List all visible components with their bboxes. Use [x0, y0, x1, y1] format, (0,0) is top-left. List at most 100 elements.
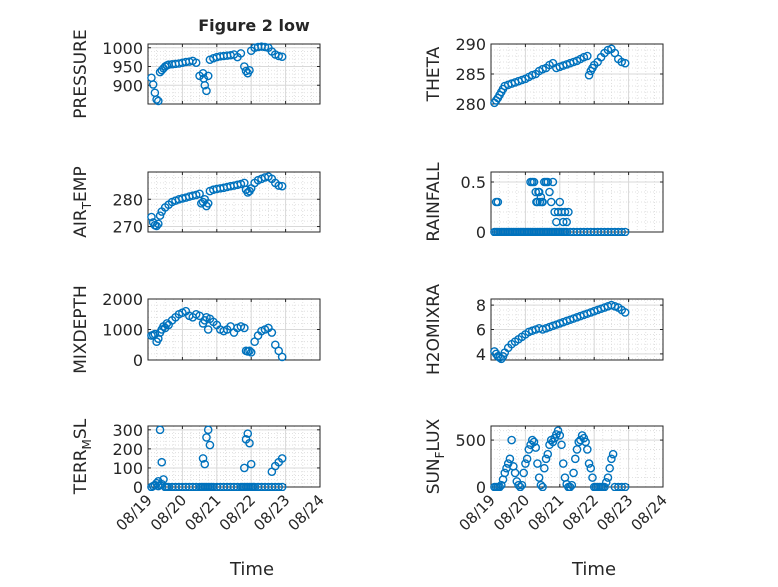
- x-tick-label: 08/22: [559, 491, 602, 534]
- y-tick-label: 290: [455, 35, 486, 54]
- data-point: [600, 482, 609, 491]
- data-point: [552, 217, 561, 227]
- y-tick-label: 6: [476, 321, 486, 340]
- data-point: [500, 468, 510, 478]
- y-tick-label: 285: [455, 65, 486, 84]
- data-point: [543, 177, 553, 187]
- data-point: [555, 431, 565, 440]
- data-point: [277, 352, 287, 362]
- x-tick-label: 08/21: [181, 491, 224, 534]
- data-point: [236, 49, 246, 58]
- data-point: [605, 463, 614, 473]
- y-axis-label: THETA: [424, 46, 444, 102]
- subplot-3: 270 280 AIRTEMP: [71, 166, 321, 238]
- data-point: [584, 459, 594, 468]
- data-point: [527, 435, 537, 445]
- x-tick-label: 08/23: [250, 491, 293, 534]
- data-point: [147, 212, 156, 222]
- x-tick-label: 08/21: [524, 491, 567, 534]
- data-point: [588, 473, 597, 482]
- data-point: [555, 197, 565, 207]
- data-series: [490, 426, 630, 491]
- data-point: [240, 323, 249, 333]
- data-point: [241, 66, 251, 76]
- data-point: [536, 480, 546, 490]
- data-point: [152, 95, 161, 104]
- y-axis-label: PRESSURE: [71, 29, 91, 118]
- data-point: [533, 459, 542, 468]
- subplot-6: 4 6 8 H2OMIXRA: [424, 284, 664, 375]
- data-point: [243, 429, 253, 438]
- data-point: [583, 51, 592, 61]
- y-tick-label: 1000: [102, 321, 143, 340]
- figure-title: Figure 2 low: [198, 16, 310, 35]
- data-point: [567, 480, 577, 490]
- data-point: [562, 217, 571, 227]
- data-point: [558, 217, 568, 227]
- data-point: [538, 482, 547, 491]
- data-point: [529, 437, 539, 447]
- data-point: [155, 425, 165, 435]
- data-point: [245, 438, 254, 448]
- data-point: [541, 454, 551, 464]
- y-tick-label: 0: [133, 351, 143, 370]
- data-point: [514, 480, 523, 490]
- y-tick-label: 8: [476, 296, 486, 315]
- y-tick-label: 4: [476, 345, 486, 364]
- y-axis-label: AIRTEMP: [71, 166, 94, 237]
- data-point: [203, 71, 213, 81]
- data-series: [490, 177, 630, 236]
- subplot-2: 280 285 290 THETA: [424, 35, 664, 114]
- data-point: [517, 480, 527, 490]
- y-tick-label: 0: [476, 478, 486, 497]
- data-point: [617, 482, 627, 491]
- x-tick-label: 08/19: [113, 491, 156, 534]
- data-series: [147, 42, 287, 106]
- data-point: [548, 177, 558, 187]
- data-point: [148, 80, 158, 89]
- data-point: [569, 468, 578, 478]
- data-point: [545, 187, 554, 197]
- data-point: [202, 86, 211, 96]
- data-point: [245, 65, 254, 75]
- data-point: [538, 197, 547, 207]
- data-point: [202, 433, 211, 442]
- data-point: [157, 479, 167, 489]
- data-point: [277, 454, 287, 463]
- y-tick-label: 0: [476, 223, 486, 242]
- data-point: [507, 435, 516, 445]
- data-point: [200, 459, 210, 469]
- x-tick-label: 08/24: [285, 491, 328, 534]
- data-point: [493, 197, 503, 207]
- axes-box: [147, 43, 321, 105]
- data-point: [570, 454, 580, 464]
- data-series: [147, 172, 287, 231]
- data-point: [529, 177, 539, 187]
- data-point: [277, 52, 287, 62]
- data-point: [515, 482, 525, 491]
- data-point: [245, 346, 254, 356]
- data-point: [608, 449, 618, 459]
- data-point: [240, 463, 249, 473]
- data-point: [620, 482, 630, 491]
- y-axis-label: RAINFALL: [424, 162, 444, 242]
- y-axis-label: H2OMIXRA: [424, 284, 444, 375]
- data-point: [203, 425, 213, 435]
- subplot-5: 0 1000 2000 MIXDEPTH: [71, 285, 321, 374]
- data-point: [572, 445, 582, 454]
- data-point: [607, 454, 616, 464]
- data-point: [195, 189, 204, 199]
- axes-box: [490, 425, 664, 488]
- y-tick-label: 900: [112, 76, 143, 95]
- x-axis-label-left: Time: [229, 559, 274, 580]
- data-point: [205, 440, 215, 450]
- data-point: [565, 482, 575, 491]
- data-point: [274, 482, 284, 491]
- y-tick-label: 0.5: [461, 173, 486, 192]
- y-tick-label: 0: [133, 478, 143, 497]
- x-tick-label: 08/20: [147, 491, 190, 534]
- y-tick-label: 950: [112, 58, 143, 77]
- data-series: [490, 300, 630, 364]
